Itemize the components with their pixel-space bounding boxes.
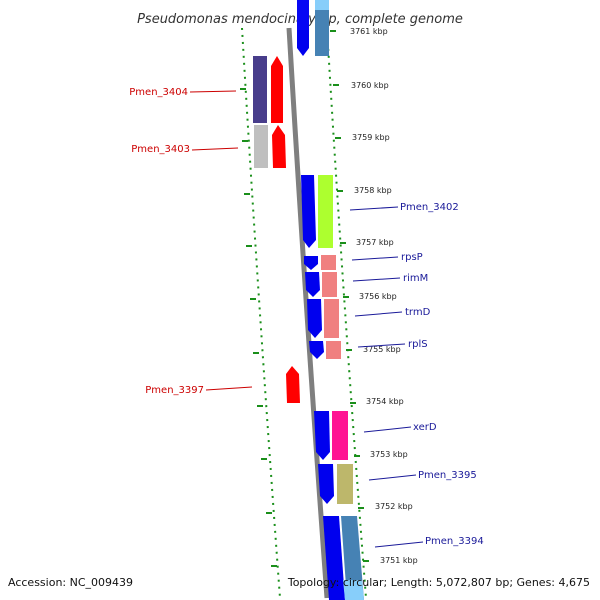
gene-label-pmen-3395[interactable]: Pmen_3395 <box>418 470 477 481</box>
right-scale-ticks <box>330 30 369 562</box>
scale-label: 3760 kbp <box>351 81 389 90</box>
gene-pmen-3394[interactable] <box>323 516 364 600</box>
gene-rpsP[interactable] <box>304 255 336 270</box>
left-leader-lines <box>189 90 253 391</box>
scale-label: 3758 kbp <box>354 186 392 195</box>
scale-label: 3756 kbp <box>359 292 397 301</box>
gene-xerD[interactable] <box>314 411 348 460</box>
gene-rimM[interactable] <box>305 272 337 297</box>
scale-label: 3754 kbp <box>366 397 404 406</box>
gene-label-trmD[interactable]: trmD <box>405 307 431 318</box>
scale-label: 3751 kbp <box>380 556 418 565</box>
scale-labels: 3761 kbp 3760 kbp 3759 kbp 3758 kbp 3757… <box>350 27 418 565</box>
gene-label-pmen-3403[interactable]: Pmen_3403 <box>131 144 190 155</box>
scale-label: 3757 kbp <box>356 238 394 247</box>
gene-label-pmen-3402[interactable]: Pmen_3402 <box>400 202 459 213</box>
gene-pmen-3403[interactable] <box>254 125 286 168</box>
gene-label-rplS[interactable]: rplS <box>408 339 428 350</box>
gene-label-rpsP[interactable]: rpsP <box>401 252 423 263</box>
scale-label: 3755 kbp <box>363 345 401 354</box>
scale-label: 3753 kbp <box>370 450 408 459</box>
gene-trmD[interactable] <box>307 299 339 338</box>
gene-top-partial[interactable] <box>297 0 329 56</box>
scale-label: 3761 kbp <box>350 27 388 36</box>
gene-label-rimM[interactable]: rimM <box>403 273 428 284</box>
genome-backbone <box>286 27 330 599</box>
genome-info-text: Topology: circular; Length: 5,072,807 bp… <box>287 576 590 589</box>
left-scale-ticks <box>240 88 277 567</box>
gene-label-pmen-3404[interactable]: Pmen_3404 <box>129 87 188 98</box>
gene-pmen-3404[interactable] <box>253 56 283 123</box>
gene-pmen-3395[interactable] <box>318 464 353 504</box>
scale-label: 3759 kbp <box>352 133 390 142</box>
scale-label: 3752 kbp <box>375 502 413 511</box>
gene-rplS[interactable] <box>309 341 341 359</box>
gene-label-pmen-3397[interactable]: Pmen_3397 <box>145 385 204 396</box>
gene-pmen-3402[interactable] <box>301 175 333 248</box>
accession-text: Accession: NC_009439 <box>8 576 133 589</box>
gene-pmen-3397[interactable] <box>286 366 300 403</box>
gene-label-pmen-3394[interactable]: Pmen_3394 <box>425 536 484 547</box>
gene-label-xerD[interactable]: xerD <box>413 422 437 433</box>
right-leader-lines <box>349 206 424 548</box>
